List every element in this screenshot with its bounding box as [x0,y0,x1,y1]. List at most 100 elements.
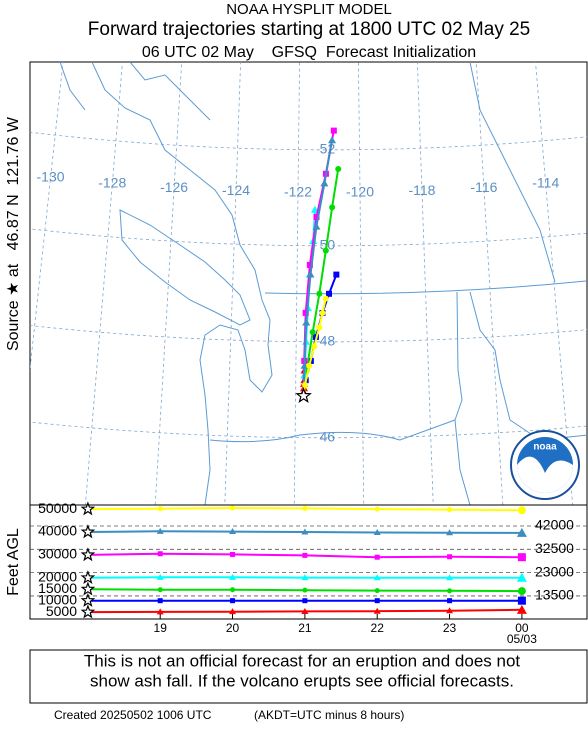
marker [374,506,380,512]
lon-label: -130 [37,169,65,185]
x-tick-label: 22 [371,621,385,635]
marker [517,587,526,596]
meridian [475,62,504,505]
marker [517,506,526,515]
y-axis-label: Feet AGL [5,528,22,596]
svg-text:noaa: noaa [533,442,557,453]
marker [302,381,309,388]
marker [229,528,237,535]
marker [230,505,236,511]
marker [302,505,308,511]
marker [309,329,316,336]
marker [322,247,329,254]
marker [516,527,527,537]
marker [374,554,380,560]
lat-label: 46 [320,429,336,445]
lon-label: -120 [346,184,374,200]
y2-tick-label: 13500 [535,587,574,603]
star-marker [80,547,96,562]
marker [447,588,453,594]
y-tick-label: 10000 [38,591,77,607]
star-marker [80,570,96,584]
notice-line: This is not an official forecast for an … [84,651,521,670]
marker [320,179,329,187]
marker [373,528,381,535]
y2-tick-label: 32500 [535,540,574,556]
marker [335,165,342,172]
marker [516,604,527,614]
marker [229,573,237,580]
marker [311,343,318,350]
noaa-logo: noaa [510,430,580,500]
star-marker [295,387,312,403]
lon-label: -116 [470,179,497,195]
geography [59,62,587,505]
coastline [91,62,273,505]
border [454,291,471,505]
marker [156,527,164,534]
x-tick-label: 23 [443,621,457,635]
marker [374,588,380,594]
trajectories [295,127,342,403]
y-tick-label: 15000 [38,580,77,596]
lon-label: -122 [284,184,312,200]
marker [447,598,453,604]
marker [230,587,236,593]
lon-label: -124 [222,182,250,198]
marker [373,607,381,614]
coastline-north [59,62,211,121]
marker [157,598,163,604]
marker [306,270,315,278]
lon-label: -126 [160,179,188,195]
notice-box [29,649,588,704]
marker [302,598,308,604]
date-label: 05/03 [507,632,537,646]
marker [312,222,321,230]
created: Created 20250502 1006 UTC [54,708,212,722]
lon-label: -128 [98,175,126,191]
marker [156,573,164,580]
y2-tick-label: 42000 [535,517,574,533]
border [209,419,456,443]
marker [446,574,454,581]
parallel [30,131,587,151]
notice-line: show ash fall. If the volcano erupts see… [90,671,514,690]
marker [157,587,163,593]
marker [316,290,323,297]
y-tick-label: 30000 [38,546,77,562]
title: NOAA HYSPLIT MODEL [226,1,392,18]
marker [302,318,311,326]
marker [517,553,526,562]
height-plot [87,505,527,615]
y-tick-label: 50000 [38,500,77,516]
y2-tick-label: 23000 [535,563,574,579]
marker [302,309,309,316]
marker [229,608,237,615]
marker [313,213,320,220]
marker [230,598,236,604]
y-tick-label: 20000 [38,568,77,584]
marker [230,551,236,557]
marker [301,574,309,581]
star-marker [80,593,96,607]
marker [374,598,380,604]
source-label: Source ★ at 46.87 N 121.76 W [5,116,22,351]
marker [446,607,454,614]
marker [319,309,326,316]
x-tick-label: 19 [154,621,168,635]
marker [333,271,340,278]
lon-label: -114 [532,175,559,191]
marker [157,551,163,557]
height-frame [29,504,588,620]
subtitle: Forward trajectories starting at 1800 UT… [88,19,530,40]
marker [301,528,309,535]
marker [302,552,308,558]
star-marker [80,581,96,596]
marker [328,136,337,144]
star-marker [80,524,96,539]
marker [157,506,163,512]
marker [373,574,381,581]
